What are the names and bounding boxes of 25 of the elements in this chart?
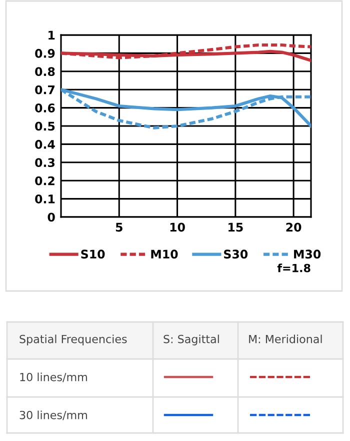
text: Spatial Frequencies xyxy=(20,334,127,346)
text: 10 lines/mm xyxy=(20,372,87,382)
y-tick-label: 0 xyxy=(48,212,55,222)
legend-label: M10 xyxy=(151,250,178,259)
legend-label: S30 xyxy=(224,250,248,259)
y-tick-label: 0.9 xyxy=(35,48,55,58)
text: M: Meridional xyxy=(249,334,322,344)
y-tick-label: 0.8 xyxy=(35,67,55,76)
legend-label: M30 xyxy=(294,250,321,259)
text: f=1.8 xyxy=(277,264,310,272)
y-tick-label: 0.3 xyxy=(35,158,55,168)
text: S: Sagittal xyxy=(164,334,219,346)
x-tick-label: 5 xyxy=(116,222,122,232)
y-tick-label: 0.6 xyxy=(35,104,55,112)
x-tick-label: 10 xyxy=(170,222,185,232)
legend-label: S10 xyxy=(81,250,105,259)
y-tick-label: 0.7 xyxy=(35,85,55,94)
text: 30 lines/mm xyxy=(20,410,87,420)
x-tick-label: 15 xyxy=(228,222,243,232)
y-tick-label: 0.5 xyxy=(35,122,55,131)
y-tick-label: 0.2 xyxy=(35,176,54,186)
x-tick-label: 20 xyxy=(286,222,302,232)
y-tick-label: 1 xyxy=(48,30,55,40)
y-tick-label: 0.4 xyxy=(35,140,55,149)
y-tick-label: 0.1 xyxy=(35,194,55,204)
